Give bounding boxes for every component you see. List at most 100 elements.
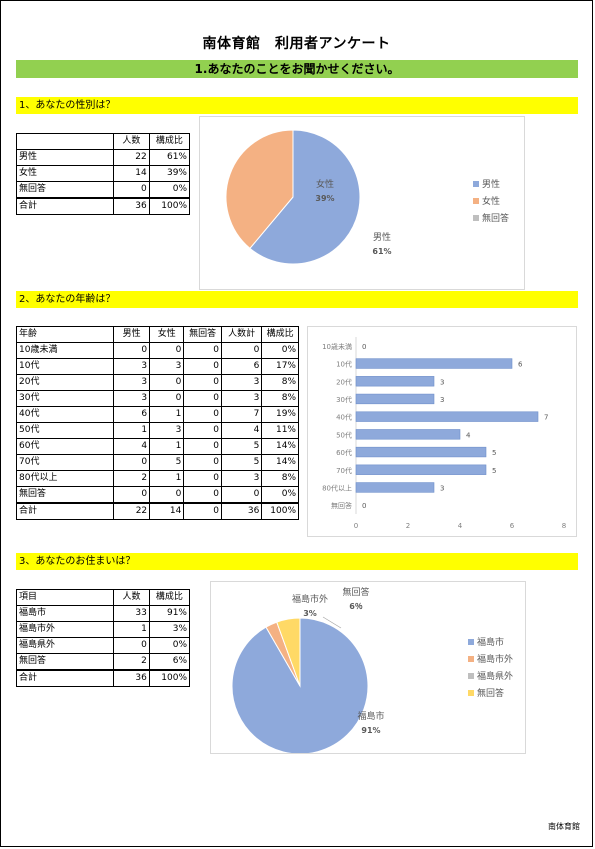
table-cell: 7 xyxy=(220,406,263,423)
table-row: 20代 3 0 0 3 8% xyxy=(15,374,299,391)
table-cell: 合計 xyxy=(15,502,115,520)
table-cell: 無回答 xyxy=(16,181,114,199)
bar-data-label: 5 xyxy=(492,449,496,457)
bar-tick-label: 4 xyxy=(458,522,463,530)
table-cell: 3 xyxy=(113,358,151,375)
pie-data-label: 女性 xyxy=(316,178,334,190)
table-total-row: 合計 22 14 0 36 100% xyxy=(15,502,299,520)
pie-data-label: 男性 xyxy=(373,231,391,243)
table-cell: 1 xyxy=(149,406,185,423)
bar-data-label: 4 xyxy=(466,431,471,439)
pie-data-label: 6％ xyxy=(349,602,363,611)
gender-pie-chart: 男性 61% 女性 39% 男性 女性 無回答 xyxy=(199,116,525,290)
table-row: 10歳未満 0 0 0 0 0% xyxy=(15,342,299,359)
table-cell: 61% xyxy=(148,149,191,166)
table-row: 福島市外 1 3% xyxy=(15,621,191,638)
table-cell: 11% xyxy=(261,422,299,439)
table-cell: 14% xyxy=(261,454,299,471)
table-cell: 合計 xyxy=(15,669,115,687)
bar-data-label: 3 xyxy=(440,396,444,404)
bar-category-label: 20代 xyxy=(336,377,352,386)
table-row: 福島県外 0 0% xyxy=(15,637,191,654)
table-cell: 8% xyxy=(261,470,299,487)
table-cell: 0 xyxy=(149,342,185,359)
table-header-cell: 項目 xyxy=(15,589,115,606)
bar-tick-label: 6 xyxy=(510,522,515,530)
table-cell: 2 xyxy=(113,653,150,671)
table-cell: 0 xyxy=(112,181,150,199)
table-cell: 36 xyxy=(220,502,263,520)
table-cell: 5 xyxy=(220,438,263,455)
table-header-cell: 女性 xyxy=(149,326,185,343)
table-total-row: 合計 36 100% xyxy=(15,669,191,687)
table-header-cell: 人数 xyxy=(113,589,150,606)
table-cell: 100% xyxy=(148,669,191,687)
table-header-cell: 人数計 xyxy=(220,326,263,343)
table-cell: 10歳未満 xyxy=(15,342,115,359)
bar xyxy=(355,393,435,405)
table-cell: 5 xyxy=(220,454,263,471)
legend-label: 福島市外 xyxy=(477,653,513,665)
table-row: 30代 3 0 0 3 8% xyxy=(15,390,299,407)
table-cell: 22 xyxy=(112,149,150,166)
table-row: 男性 22 61% xyxy=(16,149,191,166)
table-cell: 22 xyxy=(113,502,151,520)
bar-category-label: 40代 xyxy=(336,413,352,422)
table-cell: 0% xyxy=(148,637,191,654)
table-header-cell: 男性 xyxy=(113,326,151,343)
table-header-cell xyxy=(16,133,114,150)
pie-data-label: 福島市外 xyxy=(292,593,328,605)
table-cell: 0 xyxy=(183,502,222,520)
bar-category-label: 80代以上 xyxy=(322,483,352,492)
legend-swatch xyxy=(473,198,479,204)
legend-swatch xyxy=(468,673,474,679)
question-1-label: 1、あなたの性別は？ xyxy=(16,97,578,114)
footer-label: 南体育館 xyxy=(548,822,580,831)
legend-swatch xyxy=(473,215,479,221)
table-row: 70代 0 5 0 5 14% xyxy=(15,454,299,471)
pie-data-label: 無回答 xyxy=(342,586,369,598)
table-header-cell: 人数 xyxy=(112,133,150,150)
legend-swatch xyxy=(468,639,474,645)
bar-data-label: 5 xyxy=(492,467,496,475)
table-cell: 0 xyxy=(113,486,151,504)
section-banner: 1.あなたのことをお聞かせください。 xyxy=(16,60,578,78)
pie-data-label: 91% xyxy=(361,726,380,735)
legend-swatch xyxy=(468,690,474,696)
table-cell: 0 xyxy=(183,342,222,359)
table-cell: 80代以上 xyxy=(15,470,115,487)
table-header-cell: 構成比 xyxy=(148,133,191,150)
table-cell: 0 xyxy=(183,438,222,455)
table-header-cell: 年齢 xyxy=(15,326,115,343)
table-row: 50代 1 3 0 4 11% xyxy=(15,422,299,439)
table-cell: 0% xyxy=(148,181,191,199)
table-cell: 70代 xyxy=(15,454,115,471)
table-row: 10代 3 3 0 6 17% xyxy=(15,358,299,375)
table-header-row: 項目 人数 構成比 xyxy=(15,589,191,606)
bar-category-label: 10代 xyxy=(336,360,352,369)
table-cell: 無回答 xyxy=(15,486,115,504)
table-cell: 6% xyxy=(148,653,191,671)
table-cell: 0 xyxy=(183,454,222,471)
bar-data-label: 0 xyxy=(362,502,366,510)
bar-category-label: 60代 xyxy=(336,448,352,457)
table-cell: 女性 xyxy=(16,165,114,182)
table-row: 無回答 0 0 0 0 0% xyxy=(15,486,299,504)
table-cell: 0% xyxy=(261,342,299,359)
table-cell: 60代 xyxy=(15,438,115,455)
table-row: 60代 4 1 0 5 14% xyxy=(15,438,299,455)
table-cell: 0 xyxy=(113,637,150,654)
bar-data-label: 3 xyxy=(440,484,444,492)
table-cell: 39% xyxy=(148,165,191,182)
bar xyxy=(355,446,487,458)
table-cell: 0 xyxy=(183,358,222,375)
table-cell: 91% xyxy=(148,605,191,622)
table-cell: 40代 xyxy=(15,406,115,423)
residence-table: 項目 人数 構成比 福島市 33 91% 福島市外 1 3% 福島県外 0 0% 無回答 2 6% 合計 36 1… xyxy=(15,589,191,687)
age-bar-chart: 10歳未満 0 10代 6 20代 3 30代 3 40代 7 50代 4 60代 5 70代 5 80代以上 3… xyxy=(307,326,577,537)
table-cell: 男性 xyxy=(16,149,114,166)
table-cell: 0 xyxy=(183,486,222,504)
table-row: 女性 14 39% xyxy=(16,165,191,182)
